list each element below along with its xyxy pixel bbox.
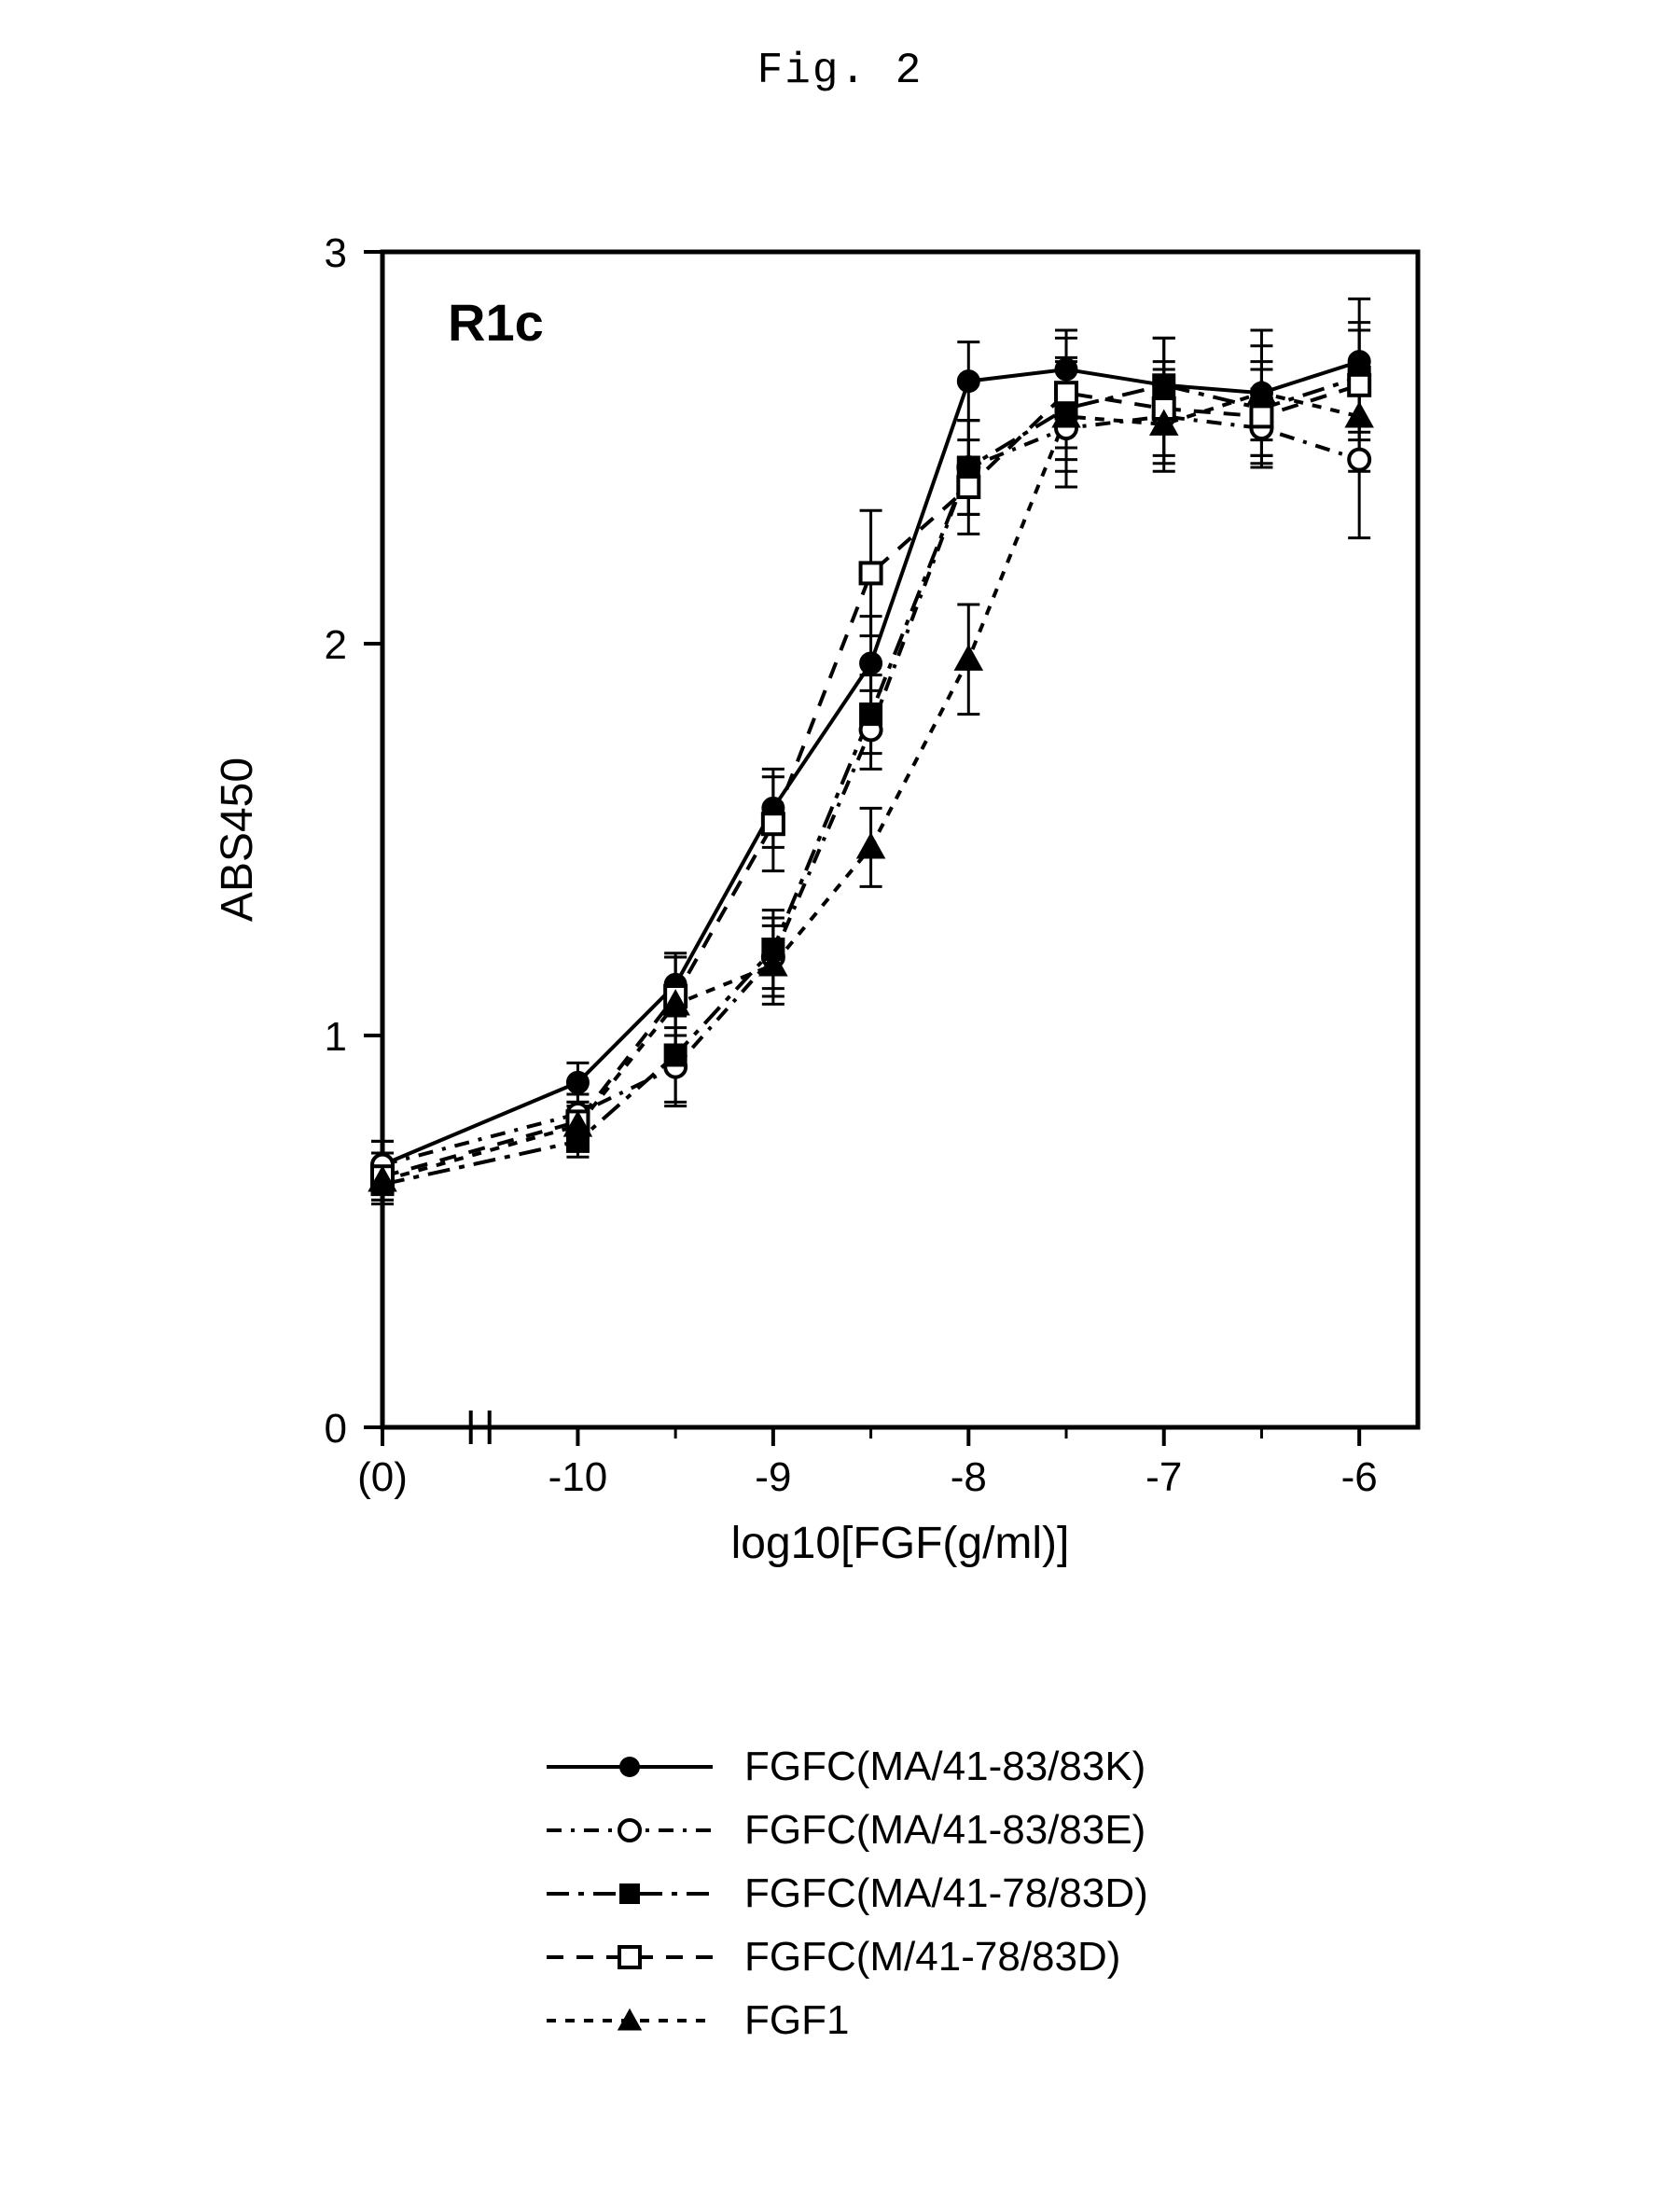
legend-label-s4: FGFC(M/41-78/83D)	[718, 1934, 1120, 1981]
svg-text:-9: -9	[755, 1454, 791, 1500]
svg-text:0: 0	[325, 1406, 347, 1452]
legend-row-s5: FGF1	[541, 1989, 1474, 2052]
legend-row-s2: FGFC(MA/41-83/83E)	[541, 1799, 1474, 1862]
legend-row-s4: FGFC(M/41-78/83D)	[541, 1925, 1474, 1989]
r1c-chart: 0 1 2 3 (0) -10 -9 -8 -7 -6 ABS450 log10[FGF(g/ml)]…	[187, 196, 1493, 1689]
svg-text:-7: -7	[1145, 1454, 1182, 1500]
chart-legend: FGFC(MA/41-83/83K) FGFC(MA/41-83/83E) FGFC…	[541, 1735, 1474, 2052]
svg-text:ABS450: ABS450	[213, 757, 262, 922]
svg-text:1: 1	[325, 1014, 347, 1060]
legend-row-s3: FGFC(MA/41-78/83D)	[541, 1862, 1474, 1925]
svg-text:-10: -10	[548, 1454, 608, 1500]
legend-swatch-s3	[541, 1869, 718, 1918]
chart-svg: 0 1 2 3 (0) -10 -9 -8 -7 -6 ABS450 log10[FGF(g/ml)]…	[187, 196, 1493, 1689]
legend-swatch-s4	[541, 1933, 718, 1981]
legend-swatch-s2	[541, 1806, 718, 1855]
svg-text:R1c: R1c	[448, 293, 544, 352]
legend-label-s1: FGFC(MA/41-83/83K)	[718, 1744, 1145, 1790]
svg-text:-6: -6	[1341, 1454, 1378, 1500]
legend-swatch-s5	[541, 1996, 718, 2045]
svg-text:log10[FGF(g/ml)]: log10[FGF(g/ml)]	[731, 1519, 1070, 1568]
legend-label-s2: FGFC(MA/41-83/83E)	[718, 1807, 1145, 1854]
figure-label: Fig. 2	[0, 47, 1680, 95]
legend-row-s1: FGFC(MA/41-83/83K)	[541, 1735, 1474, 1799]
svg-text:2: 2	[325, 622, 347, 668]
legend-swatch-s1	[541, 1743, 718, 1791]
svg-text:(0): (0)	[357, 1454, 408, 1500]
legend-label-s3: FGFC(MA/41-78/83D)	[718, 1870, 1148, 1917]
svg-text:3: 3	[325, 230, 347, 276]
legend-label-s5: FGF1	[718, 1997, 849, 2044]
svg-text:-8: -8	[951, 1454, 987, 1500]
